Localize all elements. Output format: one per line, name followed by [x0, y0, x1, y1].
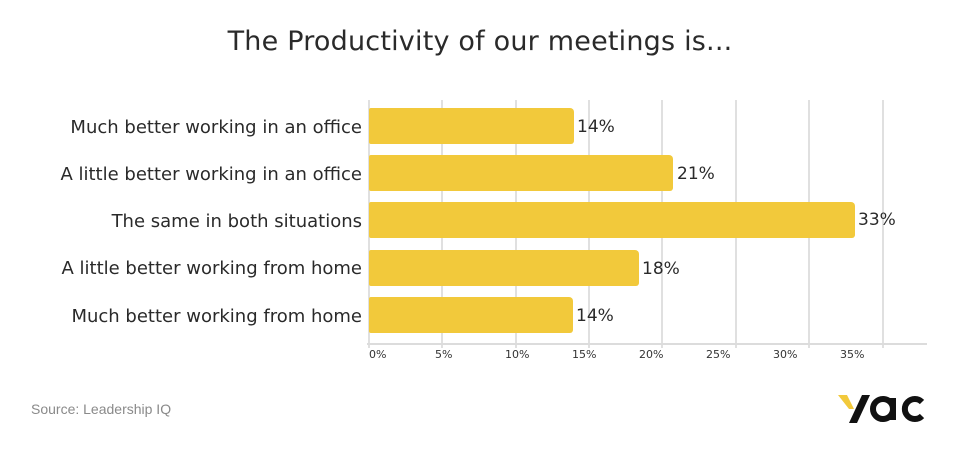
plot-area: 14% 21% 33% 18% 14% [367, 100, 929, 348]
category-label: The same in both situations [111, 211, 362, 232]
value-label: 18% [642, 259, 680, 279]
source-note: Source: Leadership IQ [31, 401, 172, 417]
category-label: Much better working from home [71, 306, 362, 327]
x-tick-label: 10% [505, 348, 530, 361]
value-label: 14% [577, 117, 615, 137]
gridline [882, 100, 884, 348]
value-label: 14% [576, 306, 614, 326]
bar [369, 202, 855, 238]
x-tick-label: 25% [706, 348, 731, 361]
value-label: 33% [858, 210, 896, 230]
yac-logo [838, 392, 928, 424]
x-tick-label: 5% [435, 348, 453, 361]
category-label: A little better working in an office [60, 164, 362, 185]
x-tick-label: 15% [572, 348, 597, 361]
x-tick-label: 0% [369, 348, 387, 361]
bar [369, 155, 673, 191]
x-tick-label: 30% [773, 348, 798, 361]
x-axis-line [367, 343, 927, 345]
bar [369, 297, 573, 333]
category-label: Much better working in an office [70, 117, 362, 138]
x-tick-label: 20% [639, 348, 664, 361]
x-tick-label: 35% [840, 348, 865, 361]
category-label: A little better working from home [61, 258, 362, 279]
bar [369, 108, 574, 144]
chart-title: The Productivity of our meetings is... [227, 26, 733, 57]
value-label: 21% [677, 164, 715, 184]
bar [369, 250, 639, 286]
